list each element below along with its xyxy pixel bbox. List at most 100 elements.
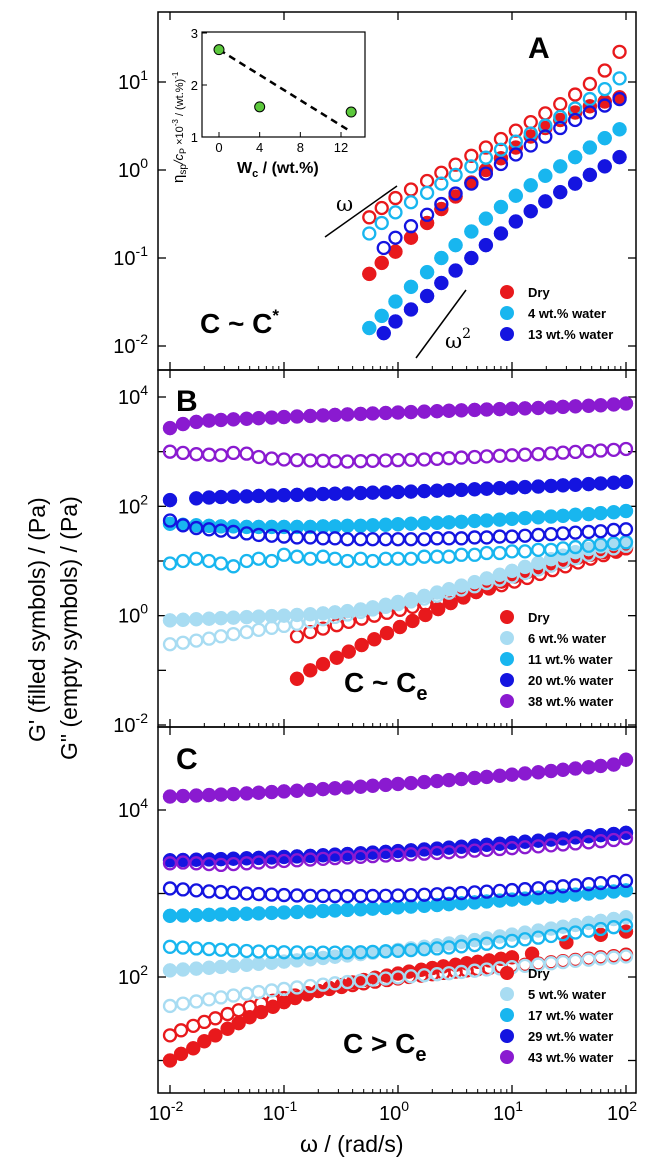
data-point-empty (303, 551, 318, 566)
legend-marker (500, 673, 514, 687)
data-point-empty (365, 888, 380, 904)
data-point-filled (289, 783, 305, 799)
data-point-empty (568, 953, 583, 969)
data-point-filled (567, 176, 583, 191)
data-point-empty (479, 545, 494, 561)
data-point-filled (538, 168, 553, 184)
panel-c-letter: C (176, 743, 198, 776)
y-tick-base: 10 (118, 606, 140, 628)
data-point-empty (388, 230, 403, 245)
inset-ylabel-sub2: P (178, 148, 188, 154)
inset-xlabel-w: W (237, 160, 253, 177)
y-tick-base: 10 (118, 967, 140, 989)
panel-b-marks (162, 396, 634, 687)
data-point-filled (441, 515, 457, 530)
data-point-empty (597, 98, 612, 113)
panel-c-regime-sub: e (415, 1044, 426, 1066)
data-point-filled (341, 644, 357, 659)
inset-x-tick-label: 0 (215, 140, 222, 155)
y-tick-exp: -2 (136, 331, 149, 347)
data-point-empty (175, 855, 191, 870)
data-point-filled (327, 486, 343, 501)
data-point-empty (303, 624, 318, 640)
data-point-filled (208, 1028, 223, 1043)
panel-a-marks (362, 44, 627, 341)
data-point-empty (189, 994, 204, 1009)
data-point-empty (239, 553, 254, 569)
data-point-filled (593, 758, 608, 774)
data-point-empty (327, 454, 343, 469)
data-point-filled (478, 237, 494, 253)
data-point-empty (403, 594, 419, 609)
legend-label: Dry (528, 966, 550, 981)
data-point-filled (213, 959, 229, 975)
data-point-filled (568, 477, 583, 493)
slope-omega2-base: ω (445, 329, 462, 353)
data-point-filled (264, 784, 279, 800)
data-point-filled (276, 905, 292, 920)
data-point-filled (606, 397, 621, 412)
legend-marker (500, 306, 514, 320)
data-point-empty (329, 618, 344, 633)
data-point-empty (213, 884, 229, 900)
data-point-empty (213, 942, 229, 957)
inset-xlabel-rest: / (wt.%) (258, 160, 318, 177)
data-point-filled (448, 263, 463, 278)
data-point-empty (555, 445, 571, 460)
data-point-filled (618, 396, 634, 411)
inset-ylabel-sup: -3 (171, 119, 180, 127)
data-point-filled (340, 486, 355, 501)
data-point-filled (454, 514, 469, 530)
data-point-filled (226, 489, 241, 504)
data-point-empty (448, 186, 463, 201)
data-point-filled (374, 255, 389, 271)
data-point-filled (403, 404, 419, 420)
inset-xlabel-sub: c (252, 168, 258, 180)
data-point-empty (239, 886, 254, 901)
data-point-filled (504, 511, 520, 527)
data-point-empty (454, 547, 469, 562)
data-point-filled (417, 516, 432, 531)
data-point-filled (162, 492, 178, 508)
data-point-empty (581, 524, 596, 540)
data-point-filled (251, 956, 266, 972)
data-point-empty (555, 526, 571, 541)
data-point-filled (264, 488, 279, 503)
legend-label: 17 wt.% water (528, 1008, 613, 1023)
x-tick-base: 10 (607, 1103, 629, 1125)
data-point-empty (201, 447, 217, 462)
data-point-filled (492, 512, 507, 527)
data-point-filled (175, 416, 191, 432)
legend-label: Dry (528, 610, 550, 625)
data-point-filled (340, 780, 355, 795)
legend-label: Dry (528, 285, 550, 300)
x-axis-title: ω / (rad/s) (300, 1131, 404, 1157)
legend-marker (500, 327, 514, 341)
data-point-empty (251, 984, 266, 1000)
data-point-empty (538, 106, 553, 121)
data-point-filled (508, 214, 524, 229)
data-point-filled (581, 760, 596, 775)
data-point-filled (531, 510, 546, 525)
data-point-empty (251, 449, 266, 465)
data-point-empty (582, 76, 598, 92)
legend-marker (500, 652, 514, 666)
data-point-filled (226, 412, 241, 427)
data-point-empty (493, 156, 509, 172)
data-point-empty (448, 167, 463, 183)
data-point-empty (162, 998, 178, 1014)
data-point-filled (448, 237, 463, 253)
data-point-empty (289, 549, 305, 564)
data-point-empty (226, 524, 241, 540)
data-point-empty (289, 616, 305, 631)
data-point-empty (390, 597, 406, 612)
slope-omega-label: ω (336, 192, 353, 216)
y-tick-exp: -2 (136, 710, 149, 726)
x-tick-label: 102 (607, 1098, 637, 1125)
data-point-filled (555, 478, 571, 493)
data-point-empty (429, 451, 445, 466)
data-point-empty (504, 933, 520, 948)
data-point-empty (531, 562, 546, 577)
